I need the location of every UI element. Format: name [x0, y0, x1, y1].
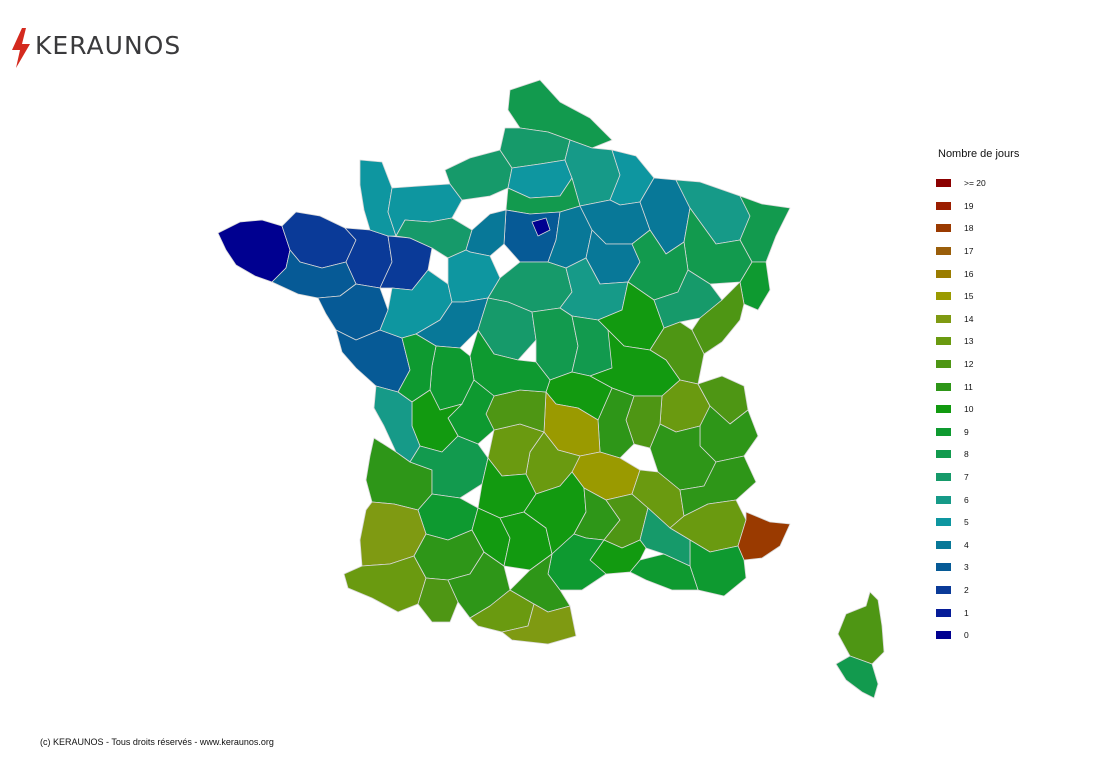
legend-swatch — [936, 563, 951, 572]
map-region — [837, 591, 885, 665]
legend-swatch — [936, 608, 951, 617]
legend-label: 4 — [964, 539, 969, 550]
legend-swatch — [936, 224, 951, 233]
legend-swatch — [936, 337, 951, 346]
legend-label: >= 20 — [964, 178, 986, 189]
legend-swatch — [936, 450, 951, 459]
legend-item: 5 — [936, 511, 1076, 534]
legend-label: 11 — [964, 381, 973, 392]
legend-item: 2 — [936, 579, 1076, 602]
legend-label: 16 — [964, 268, 974, 279]
legend-swatch — [936, 631, 951, 640]
legend-label: 17 — [964, 246, 974, 257]
legend-item: 0 — [936, 624, 1076, 647]
legend-swatch — [936, 405, 951, 414]
legend-item: 8 — [936, 443, 1076, 466]
legend-swatch — [936, 427, 951, 436]
map-region — [271, 249, 357, 299]
legend-swatch — [936, 314, 951, 323]
legend-swatch — [936, 269, 951, 278]
legend-label: 19 — [964, 200, 974, 211]
legend-swatch — [936, 292, 951, 301]
copyright-footer: (c) KERAUNOS - Tous droits réservés - ww… — [40, 737, 274, 747]
legend-item: 13 — [936, 330, 1076, 353]
legend-label: 9 — [964, 426, 969, 437]
legend-label: 13 — [964, 336, 974, 347]
legend-item: 16 — [936, 262, 1076, 285]
map-region — [501, 603, 577, 645]
legend-swatch — [936, 382, 951, 391]
legend-swatch — [936, 247, 951, 256]
keraunos-logo: KERAUNOS — [10, 28, 220, 72]
map-region — [335, 329, 411, 393]
legend-label: 15 — [964, 291, 974, 302]
legend-item: 6 — [936, 488, 1076, 511]
legend-swatch — [936, 179, 951, 188]
map-region — [343, 555, 427, 613]
legend-swatch — [936, 495, 951, 504]
legend-item: 3 — [936, 556, 1076, 579]
lightning-bolt-icon — [12, 28, 30, 68]
legend-item: 7 — [936, 466, 1076, 489]
map-region — [737, 511, 791, 561]
legend-label: 8 — [964, 449, 969, 460]
map-region — [465, 209, 507, 257]
legend-swatch — [936, 473, 951, 482]
legend-label: 3 — [964, 562, 969, 573]
legend-item: >= 20 — [936, 172, 1076, 195]
legend-item: 17 — [936, 240, 1076, 263]
legend-label: 12 — [964, 359, 974, 370]
map-region — [835, 655, 879, 699]
legend-item: 11 — [936, 375, 1076, 398]
map-region — [217, 219, 291, 283]
map-region — [739, 195, 791, 263]
legend-item: 14 — [936, 308, 1076, 331]
legend-swatch — [936, 585, 951, 594]
legend-swatch — [936, 360, 951, 369]
legend-item: 9 — [936, 421, 1076, 444]
legend: Nombre de jours >= 20 19 18 17 16 15 14 13 12 11 1… — [936, 148, 1076, 646]
legend-label: 7 — [964, 472, 969, 483]
map-region — [531, 217, 551, 237]
legend-label: 6 — [964, 494, 969, 505]
legend-title: Nombre de jours — [938, 148, 1020, 160]
legend-item: 15 — [936, 285, 1076, 308]
legend-item: 18 — [936, 217, 1076, 240]
legend-item: 12 — [936, 353, 1076, 376]
legend-label: 10 — [964, 404, 974, 415]
logo-text: KERAUNOS — [35, 31, 182, 60]
legend-label: 18 — [964, 223, 974, 234]
legend-item: 19 — [936, 195, 1076, 218]
legend-item: 10 — [936, 398, 1076, 421]
map-region — [359, 159, 397, 237]
legend-items: >= 20 19 18 17 16 15 14 13 12 11 10 9 8 7 6 5 4 3 2 1 0 — [936, 172, 1076, 646]
legend-label: 1 — [964, 607, 969, 618]
legend-item: 1 — [936, 601, 1076, 624]
legend-swatch — [936, 540, 951, 549]
legend-item: 4 — [936, 534, 1076, 557]
legend-swatch — [936, 201, 951, 210]
legend-label: 5 — [964, 517, 969, 528]
legend-label: 2 — [964, 584, 969, 595]
legend-swatch — [936, 518, 951, 527]
legend-label: 14 — [964, 313, 974, 324]
legend-label: 0 — [964, 630, 969, 641]
